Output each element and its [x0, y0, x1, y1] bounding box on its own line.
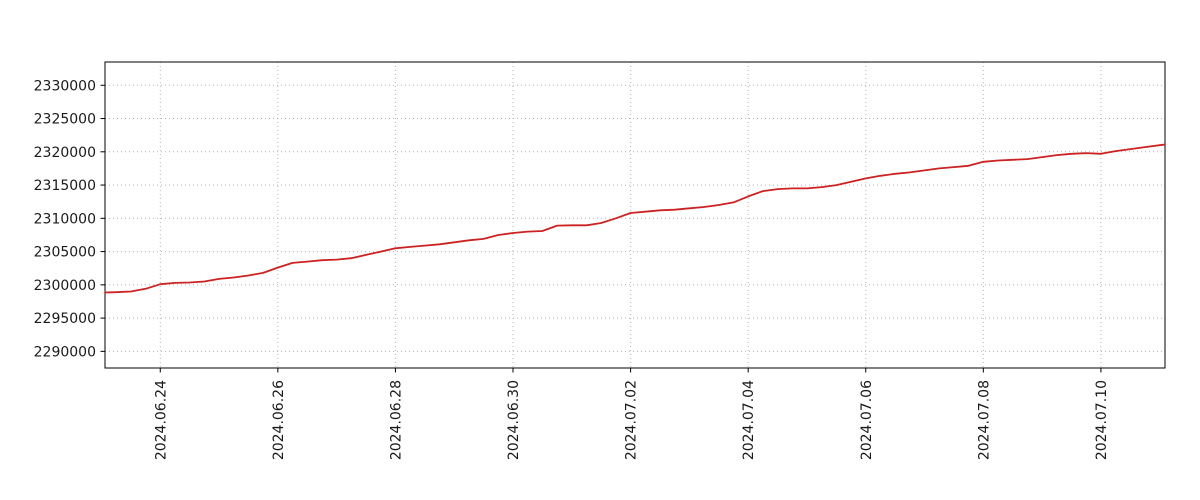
svg-text:2024.07.02: 2024.07.02 [624, 380, 640, 460]
svg-text:2024.07.08: 2024.07.08 [976, 380, 992, 460]
svg-text:2305000: 2305000 [34, 245, 96, 261]
svg-text:2330000: 2330000 [34, 78, 96, 94]
svg-text:2295000: 2295000 [34, 311, 96, 327]
svg-text:2024.06.26: 2024.06.26 [271, 380, 287, 460]
svg-text:2320000: 2320000 [34, 145, 96, 161]
svg-text:2290000: 2290000 [34, 344, 96, 360]
svg-text:2024.07.04: 2024.07.04 [741, 380, 757, 460]
svg-text:2024.06.28: 2024.06.28 [388, 380, 404, 460]
svg-text:2325000: 2325000 [34, 112, 96, 128]
svg-text:2024.07.06: 2024.07.06 [859, 380, 875, 460]
svg-text:2310000: 2310000 [34, 211, 96, 227]
svg-text:2024.06.24: 2024.06.24 [153, 380, 169, 460]
svg-text:2315000: 2315000 [34, 178, 96, 194]
svg-text:2024.06.30: 2024.06.30 [506, 380, 522, 460]
svg-text:2300000: 2300000 [34, 278, 96, 294]
svg-text:2024.07.10: 2024.07.10 [1094, 380, 1110, 460]
